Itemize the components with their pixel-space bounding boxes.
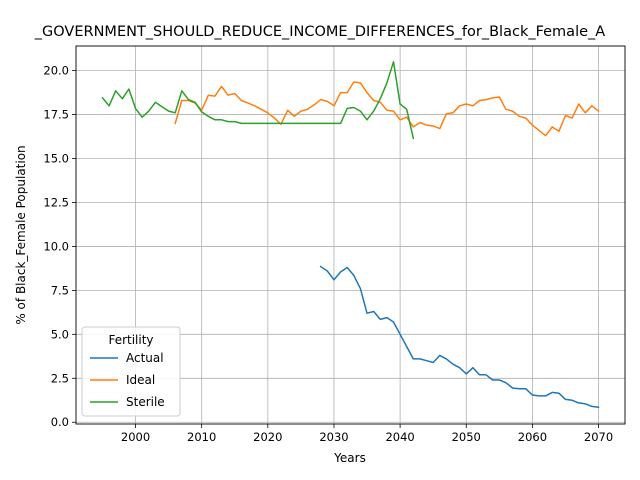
legend-label-ideal: Ideal [126,373,155,387]
x-tick-label: 2000 [121,430,150,444]
y-tick-label: 20.0 [43,64,69,78]
y-tick-label: 15.0 [43,152,69,166]
y-axis-label: % of Black_Female Population [14,145,28,324]
y-tick-label: 5.0 [51,327,69,341]
plot-lines [101,61,600,409]
chart-title: _GOVERNMENT_SHOULD_REDUCE_INCOME_DIFFERE… [34,24,605,40]
plot-frame [75,45,626,425]
legend-frame [81,326,181,417]
y-tick-label: 0.0 [51,415,69,429]
x-axis: 2000 2010 2020 2030 2040 2050 2060 2070 [121,424,613,444]
y-axis: 0.0 2.5 5.0 7.5 10.0 12.5 15.0 17.5 20.0 [43,64,76,429]
x-tick-label: 2040 [385,430,414,444]
y-tick-label: 7.5 [51,283,69,297]
x-tick-label: 2060 [518,430,547,444]
x-tick-label: 2010 [187,430,216,444]
series-line-ideal [174,81,600,137]
legend-label-sterile: Sterile [126,395,165,409]
legend-title: Fertility [108,333,153,347]
x-tick-label: 2050 [452,430,481,444]
y-tick-label: 10.0 [43,239,69,253]
x-axis-label: Years [333,451,366,465]
legend: Fertility Actual Ideal Sterile [81,326,181,417]
x-tick-label: 2030 [319,430,348,444]
y-tick-label: 17.5 [43,108,69,122]
y-tick-label: 2.5 [51,371,69,385]
x-tick-label: 2020 [253,430,282,444]
y-tick-label: 12.5 [43,195,69,209]
series-line-actual [319,265,600,409]
series-line-sterile [101,61,415,140]
x-tick-label: 2070 [584,430,613,444]
legend-label-actual: Actual [126,351,164,365]
